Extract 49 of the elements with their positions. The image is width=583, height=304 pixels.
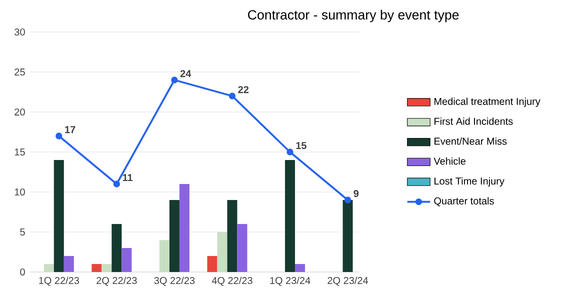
data-label: 24	[180, 70, 192, 78]
bar	[207, 256, 218, 272]
bar	[179, 184, 190, 272]
point	[228, 92, 236, 100]
legend-label: Medical treatment Injury	[434, 98, 540, 107]
point	[113, 180, 120, 188]
data-label: 22	[238, 86, 249, 94]
bar	[294, 264, 305, 272]
bar	[342, 200, 353, 272]
bar	[112, 224, 122, 272]
x-tick-label: 1Q 22/23	[39, 276, 80, 286]
bar	[284, 160, 295, 272]
legend-label: Quarter totals	[434, 197, 494, 206]
x-tick-label: 2Q 22/23	[96, 276, 137, 286]
point	[56, 132, 62, 140]
point	[286, 148, 294, 156]
x-tick-label: 2Q 23/24	[328, 276, 368, 286]
y-tick-label: 30	[14, 28, 25, 36]
bar	[102, 264, 112, 272]
y-tick-label: 15	[14, 148, 25, 156]
legend-label: Vehicle	[434, 157, 466, 165]
point	[344, 196, 352, 204]
y-tick-label: 0	[20, 268, 25, 276]
bar	[64, 256, 74, 272]
data-label: 15	[296, 142, 306, 150]
y-tick-label: 20	[14, 108, 25, 116]
legend-label: First Aid Incidents	[434, 118, 513, 125]
bar	[169, 200, 180, 272]
bar	[159, 240, 170, 272]
y-tick-label: 10	[14, 188, 25, 196]
bar	[217, 232, 228, 272]
legend-label: Lost Time Injury	[434, 177, 504, 187]
legend-label: Event/Near Miss	[434, 137, 507, 145]
x-tick-label: 3Q 22/23	[154, 276, 195, 286]
bar	[237, 224, 248, 272]
data-label: 11	[122, 174, 133, 182]
bar	[44, 264, 54, 272]
x-tick-label: 1Q 23/24	[270, 276, 310, 286]
bar	[227, 200, 238, 272]
data-label: 9	[354, 190, 359, 198]
bar	[92, 264, 102, 272]
bar	[122, 248, 132, 272]
x-tick-label: 4Q 22/23	[212, 276, 252, 286]
chart-title: Contractor - summary by event type	[248, 10, 459, 22]
data-label: 17	[65, 126, 76, 134]
point	[171, 76, 178, 84]
bar	[54, 160, 64, 272]
y-tick-label: 5	[20, 228, 25, 236]
y-tick-label: 25	[14, 68, 25, 76]
